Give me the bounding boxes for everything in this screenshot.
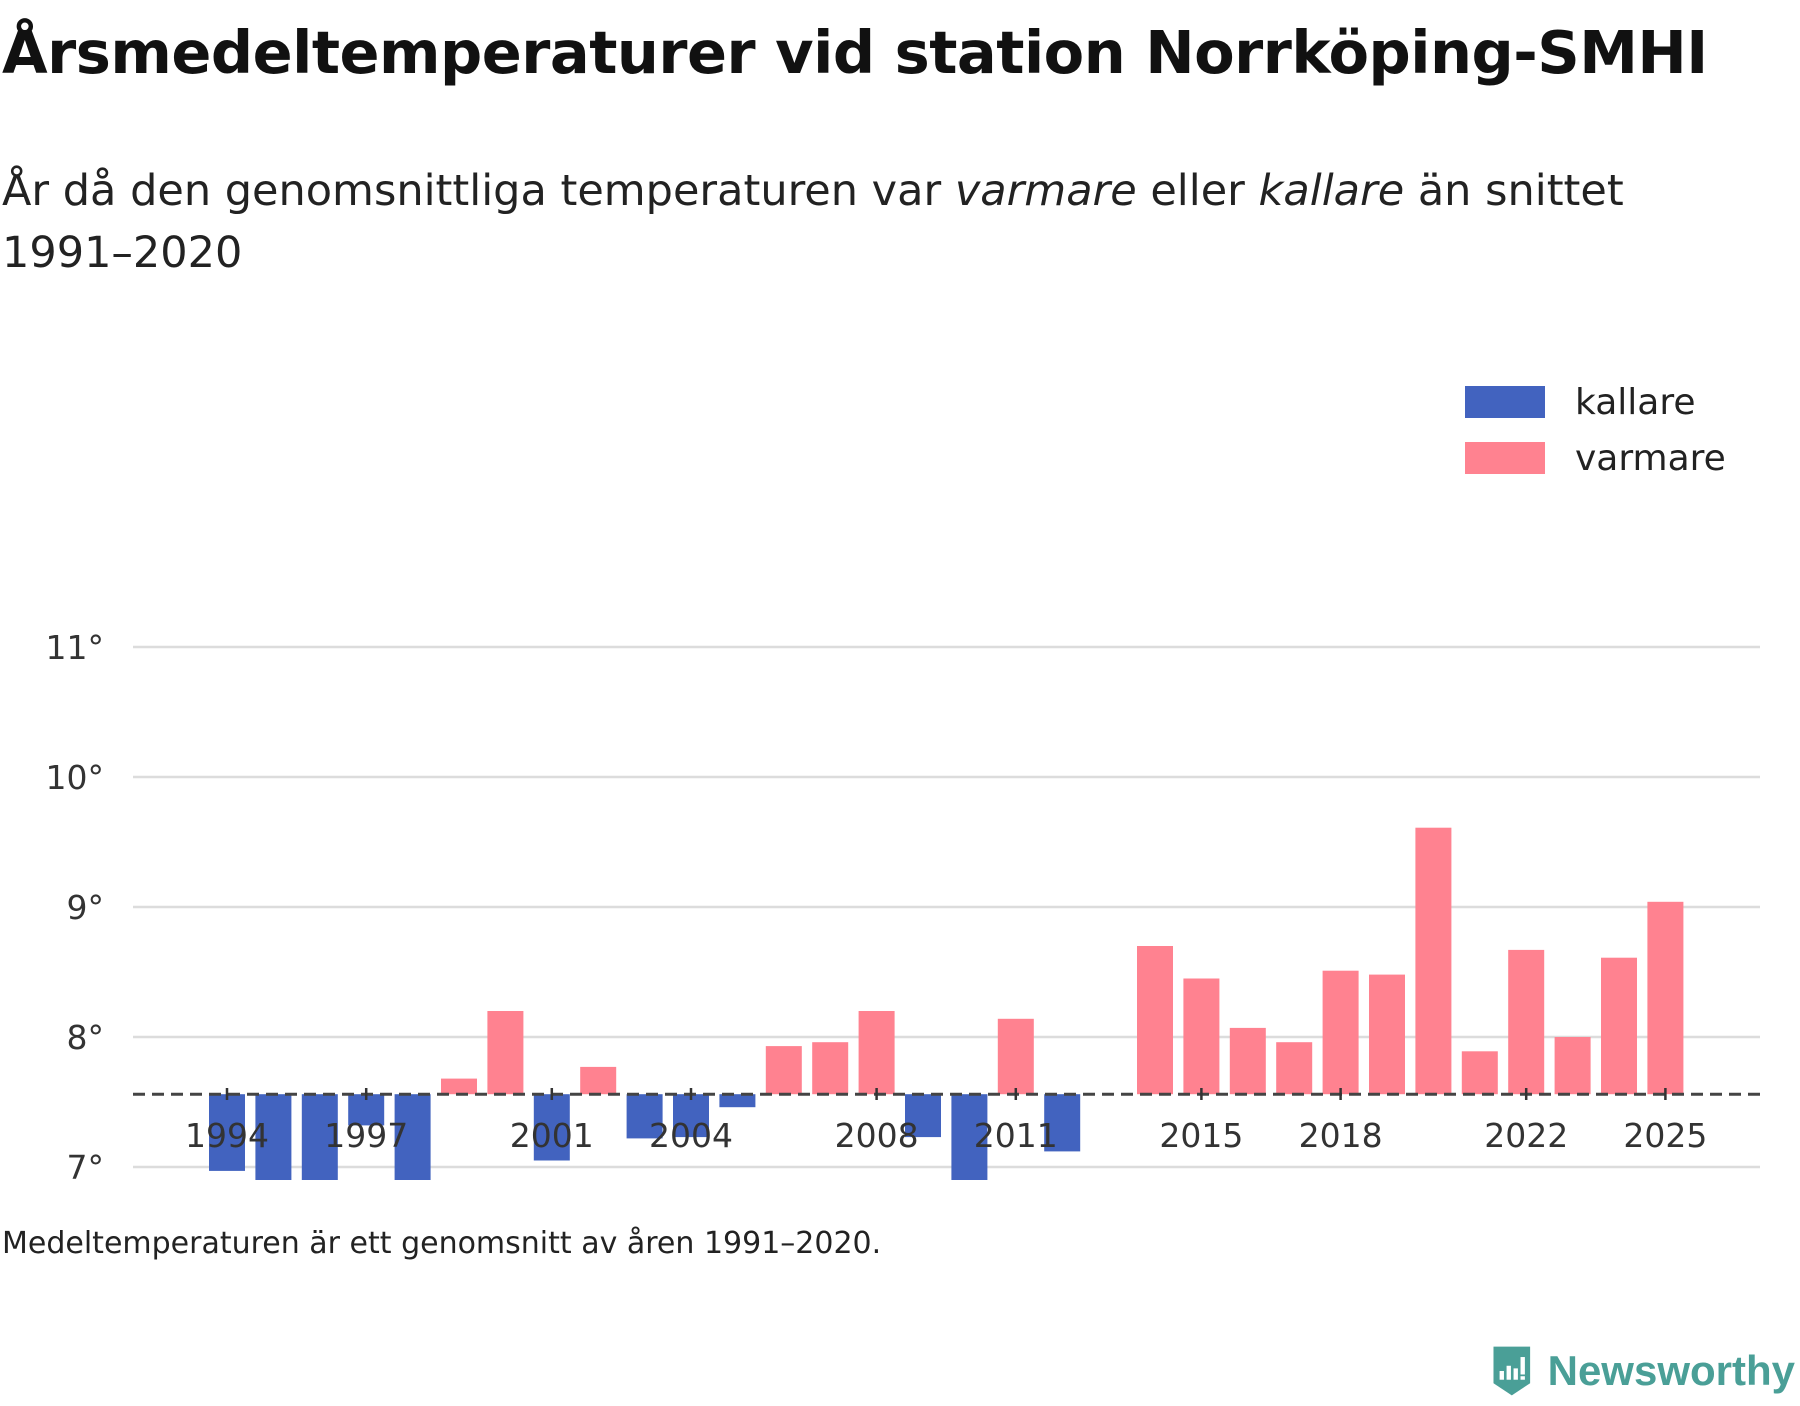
bar-2012: [1044, 1094, 1081, 1152]
bar-2024: [1601, 957, 1637, 1095]
x-tick-label-2022: 2022: [1484, 1116, 1568, 1155]
bar-1994: [209, 1094, 245, 1171]
x-tick-label-2025: 2025: [1623, 1116, 1707, 1155]
x-tick-label-1994: 1994: [185, 1116, 269, 1155]
y-tick-label-8: 8°: [67, 1018, 105, 1057]
chart-subtitle: År då den genomsnittliga temperaturen va…: [2, 160, 1702, 284]
subtitle-cold-word: kallare: [1258, 166, 1405, 216]
bar-1999: [441, 1078, 477, 1095]
bar-2003: [626, 1094, 663, 1139]
bar-2020: [1415, 827, 1452, 1095]
legend-label-varmare: varmare: [1575, 438, 1726, 479]
bar-2008: [858, 1011, 895, 1095]
x-tick-label-2011: 2011: [974, 1116, 1058, 1155]
legend: kallare varmare: [1450, 375, 1740, 500]
bar-2009: [905, 1094, 941, 1138]
bar-1996: [301, 1094, 338, 1180]
bar-2014: [1137, 946, 1173, 1095]
brand-name: Newsworthy: [1547, 1347, 1795, 1394]
y-tick-label-7: 7°: [67, 1148, 105, 1180]
x-tick-label-2004: 2004: [649, 1116, 733, 1155]
legend-label-kallare: kallare: [1575, 382, 1696, 423]
bar-2000: [487, 1011, 524, 1095]
bar-2007: [812, 1042, 849, 1095]
newsworthy-chart-icon: [1493, 1346, 1531, 1396]
subtitle-text-2: eller: [1136, 166, 1259, 216]
bar-1998: [394, 1094, 431, 1180]
bar-2023: [1554, 1037, 1591, 1095]
bar-2022: [1508, 949, 1545, 1095]
x-tick-label-2018: 2018: [1299, 1116, 1383, 1155]
bar-2018: [1322, 970, 1359, 1095]
y-axis-labels: 6°7°8°9°10°11°: [46, 628, 105, 1180]
legend-swatch-kallare: [1465, 386, 1545, 418]
bars: [209, 827, 1684, 1180]
chart-title: Årsmedeltemperaturer vid station Norrköp…: [2, 18, 1708, 87]
legend-swatch-varmare: [1465, 442, 1545, 474]
bar-2025: [1647, 901, 1684, 1095]
bar-chart: 6°7°8°9°10°11° 1994199720012004200820112…: [46, 375, 1760, 1180]
bar-1995: [255, 1094, 292, 1180]
bar-2021: [1461, 1051, 1498, 1095]
x-tick-label-2008: 2008: [835, 1116, 919, 1155]
x-tick-label-2001: 2001: [510, 1116, 594, 1155]
bar-2017: [1276, 1042, 1313, 1095]
x-tick-label-2015: 2015: [1159, 1116, 1243, 1155]
y-tick-label-11: 11°: [46, 628, 105, 667]
newsworthy-logo[interactable]: Newsworthy: [1490, 1336, 1795, 1406]
bar-2002: [580, 1066, 617, 1095]
bar-2004: [673, 1094, 709, 1138]
subtitle-warm-word: varmare: [954, 166, 1137, 216]
x-tick-label-1997: 1997: [324, 1116, 408, 1155]
subtitle-text-1: År då den genomsnittliga temperaturen va…: [2, 166, 955, 216]
bar-2011: [997, 1018, 1034, 1095]
bar-2010: [951, 1094, 988, 1180]
y-tick-label-9: 9°: [67, 888, 105, 927]
subtitle-text-3: än snittet 1991–2020: [2, 166, 1624, 278]
bar-2019: [1369, 974, 1405, 1095]
footnote: Medeltemperaturen är ett genomsnitt av å…: [2, 1226, 882, 1261]
bar-2015: [1183, 978, 1220, 1095]
bar-2016: [1229, 1027, 1266, 1095]
x-axis: 1994 1997 2001 2004 2008 2011 2015 2018 2022 2025: [185, 1088, 1707, 1155]
bar-2006: [765, 1046, 802, 1095]
bar-2001: [533, 1094, 570, 1161]
y-tick-label-10: 10°: [46, 758, 105, 797]
bar-2005: [719, 1094, 756, 1108]
